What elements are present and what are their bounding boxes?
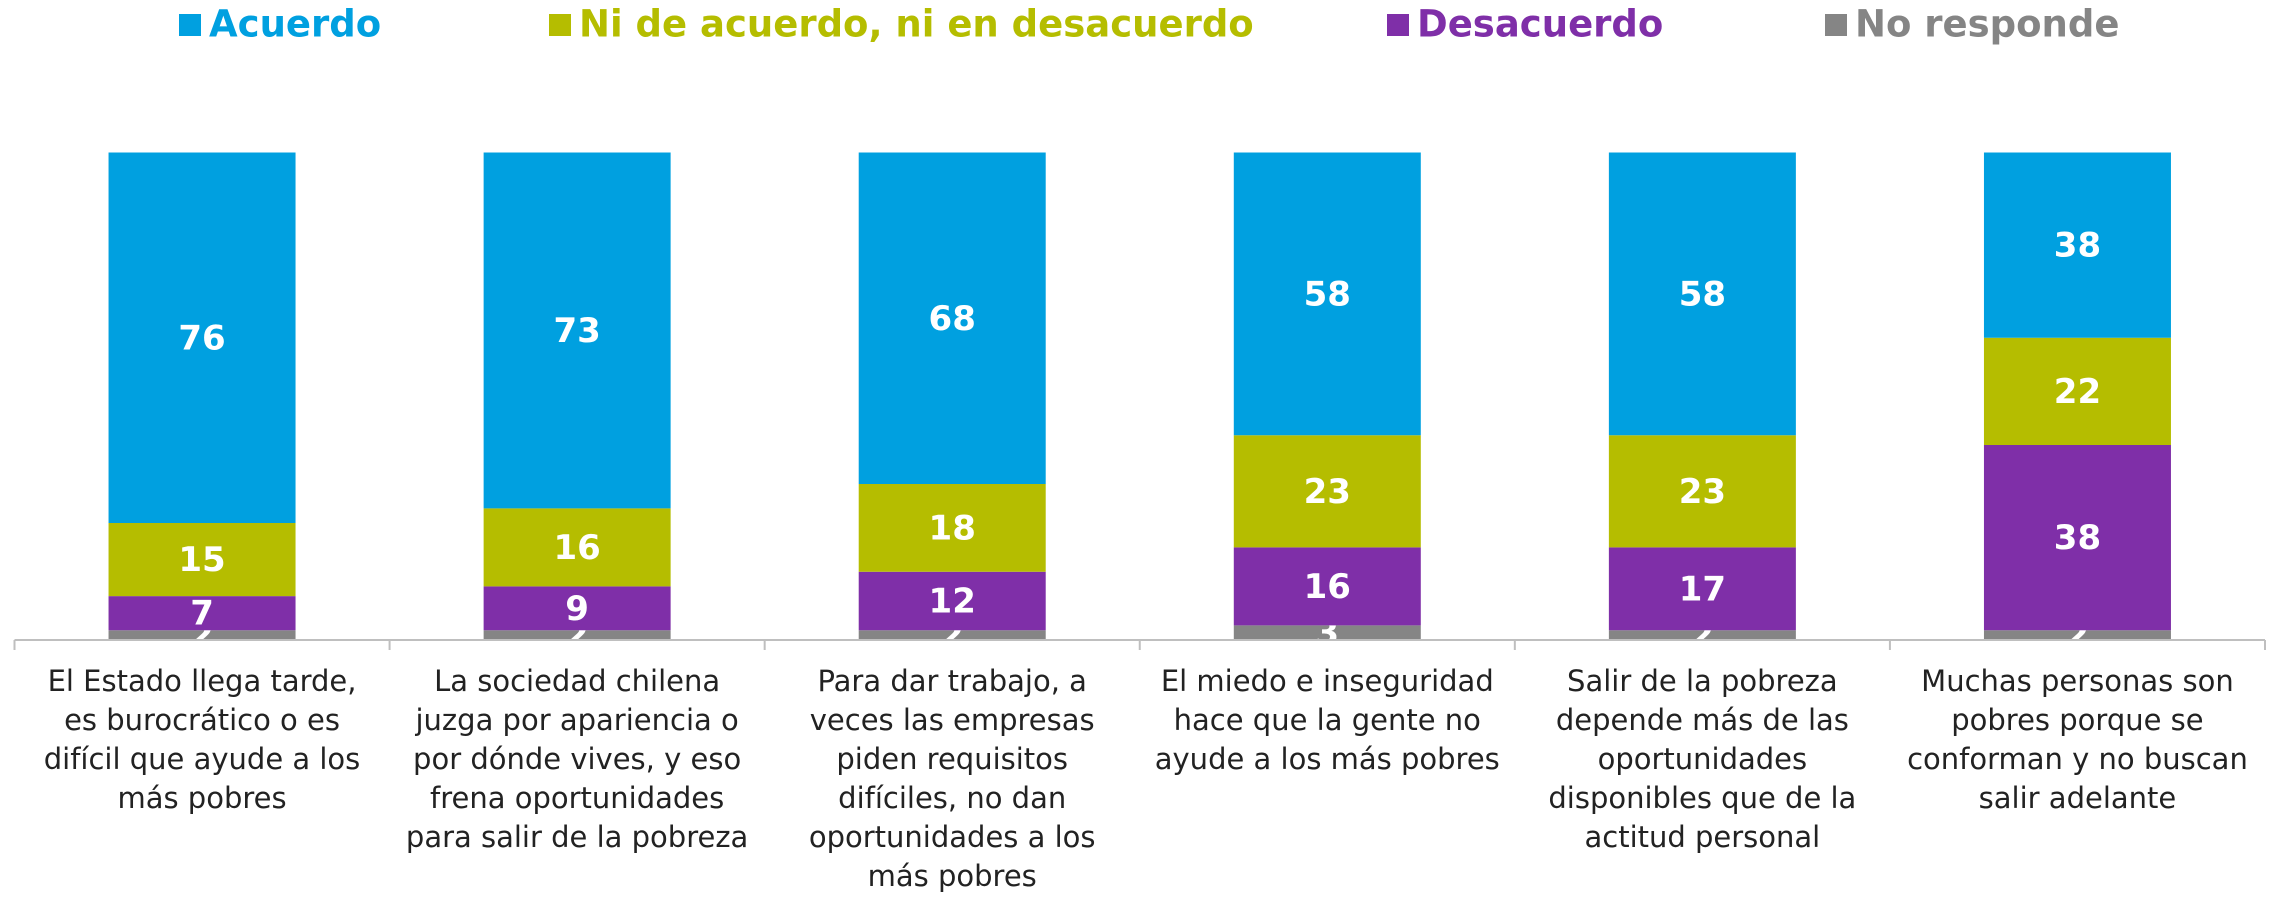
bar-segment <box>1983 337 2171 445</box>
bar-segment <box>483 508 671 587</box>
bar-segment <box>1608 152 1796 436</box>
data-label: 17 <box>1679 569 1726 609</box>
bar-segment <box>1233 435 1421 548</box>
data-label: 23 <box>1304 472 1351 512</box>
bar-segment <box>1983 152 2171 338</box>
bar-segment <box>483 630 671 640</box>
bar-segment <box>108 596 296 631</box>
data-label: 23 <box>1679 472 1726 512</box>
data-label: 16 <box>1304 567 1351 607</box>
category-label: El Estado llega tarde, es burocrático o … <box>43 664 361 815</box>
bar-segment <box>1608 547 1796 631</box>
bar-segment <box>1233 152 1421 436</box>
legend-swatch <box>1825 14 1847 36</box>
category-label: Para dar trabajo, a veces las empresas p… <box>808 664 1096 893</box>
bar-segment <box>1233 547 1421 626</box>
data-label: 12 <box>929 582 976 622</box>
data-label: 38 <box>2054 518 2101 558</box>
data-label: 22 <box>2054 372 2101 412</box>
category-label: Muchas personas son pobres porque se con… <box>1907 664 2248 815</box>
data-label: 73 <box>553 311 600 351</box>
bar-segment <box>1983 445 2171 631</box>
category-label: El miedo e inseguridad hace que la gente… <box>1154 664 1500 776</box>
data-label: 68 <box>929 299 976 339</box>
legend-label: Acuerdo <box>209 3 381 46</box>
data-label: 76 <box>178 318 225 358</box>
bar-segment <box>108 152 296 523</box>
legend-swatch <box>179 14 201 36</box>
bar-segment <box>858 152 1046 484</box>
category-label: Salir de la pobreza depende más de las o… <box>1548 664 1857 854</box>
data-label: 15 <box>178 540 225 580</box>
data-label: 58 <box>1679 274 1726 314</box>
data-label: 58 <box>1304 274 1351 314</box>
legend-label: No responde <box>1855 3 2119 46</box>
data-label: 16 <box>553 528 600 568</box>
data-label: 38 <box>2054 226 2101 266</box>
bar-segment <box>858 484 1046 572</box>
legend-label: Desacuerdo <box>1417 3 1663 46</box>
legend-swatch <box>1387 14 1409 36</box>
bar-segment <box>108 523 296 597</box>
bar-segment <box>1983 630 2171 640</box>
bar-segment <box>1608 435 1796 548</box>
bar-segment <box>1233 625 1421 640</box>
legend-swatch <box>549 14 571 36</box>
bar-segment <box>108 630 296 640</box>
data-label: 18 <box>929 508 976 548</box>
bar-segment <box>858 571 1046 631</box>
bar-segment <box>858 630 1046 640</box>
legend-label: Ni de acuerdo, ni en desacuerdo <box>579 3 1254 46</box>
category-label: La sociedad chilena juzga por apariencia… <box>405 664 749 854</box>
bar-segment <box>483 152 671 509</box>
bar-segment <box>1608 630 1796 640</box>
data-label: 7 <box>190 594 214 634</box>
bar-segment <box>483 586 671 631</box>
data-label: 9 <box>565 589 589 629</box>
